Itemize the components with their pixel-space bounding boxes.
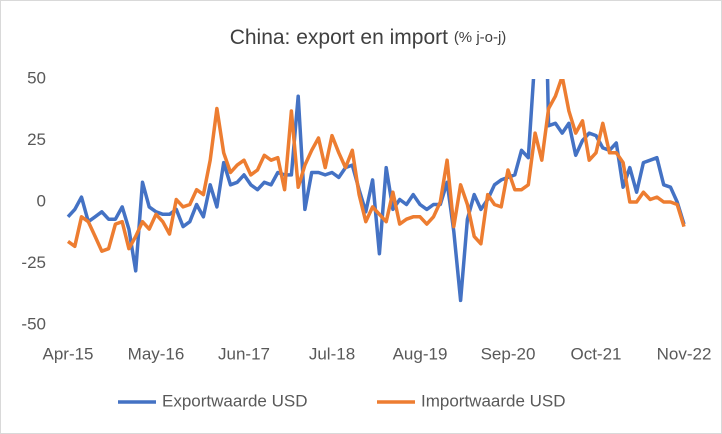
x-tick-label: May-16 — [128, 344, 185, 363]
series-line — [66, 79, 686, 303]
y-tick-label: 50 — [27, 68, 46, 87]
y-tick-label: 25 — [27, 130, 46, 149]
legend-label: Importwaarde USD — [421, 391, 566, 410]
x-tick-label: Aug-19 — [393, 344, 448, 363]
x-tick-label: Apr-15 — [42, 344, 93, 363]
y-tick-label: -25 — [21, 253, 46, 272]
legend-label: Exportwaarde USD — [162, 391, 308, 410]
x-tick-label: Jul-18 — [309, 344, 355, 363]
series-line — [66, 79, 686, 253]
y-tick-label: -50 — [21, 314, 46, 333]
legend: Exportwaarde USD Importwaarde USD — [118, 391, 566, 410]
x-tick-label: Nov-22 — [657, 344, 712, 363]
chart-title: China: export en import (% j-o-j) — [230, 26, 507, 49]
x-tick-label: Oct-21 — [570, 344, 621, 363]
x-tick-label: Jun-17 — [218, 344, 270, 363]
x-tick-label: Sep-20 — [481, 344, 536, 363]
subtitle: (% j-o-j) — [454, 29, 507, 46]
title: China: export en import — [230, 26, 448, 49]
y-tick-label: 0 — [37, 191, 46, 210]
